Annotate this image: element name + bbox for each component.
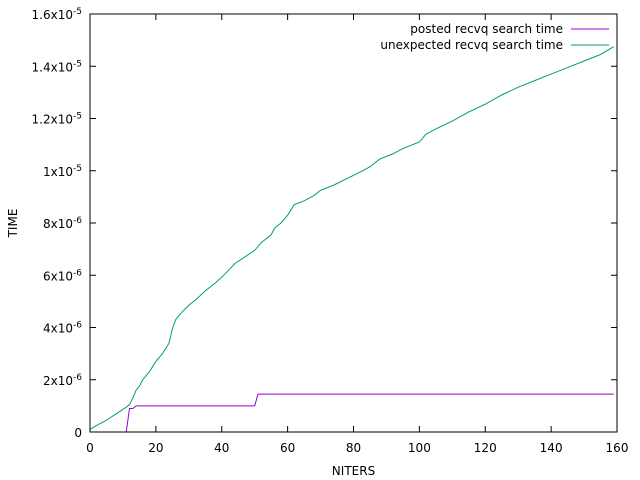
- y-tick-mantissa: 6x10: [43, 269, 73, 283]
- legend: posted recvq search time unexpected recvq…: [380, 22, 609, 52]
- legend-label: posted recvq search time: [410, 22, 563, 36]
- y-tick-label: 1.4x10-5: [32, 59, 82, 74]
- plot-frame: [89, 13, 618, 433]
- series-line-1: [90, 393, 614, 433]
- tick-marks: [89, 13, 618, 433]
- y-tick-label: 2x10-6: [43, 373, 82, 388]
- x-tick-label: 100: [408, 441, 431, 455]
- y-tick-mantissa: 0: [74, 426, 82, 440]
- x-tick-label: 160: [606, 441, 629, 455]
- y-tick-exponent: -6: [73, 268, 82, 278]
- y-tick-label: 4x10-6: [43, 321, 82, 336]
- y-tick-mantissa: 1.6x10: [32, 8, 73, 22]
- y-tick-mantissa: 8x10: [43, 217, 73, 231]
- x-tick-label: 120: [474, 441, 497, 455]
- y-tick-exponent: -5: [73, 7, 82, 17]
- x-tick-label: 40: [214, 441, 229, 455]
- y-tick-label: 6x10-6: [43, 268, 82, 283]
- x-tick-label: 0: [86, 441, 94, 455]
- legend-label: unexpected recvq search time: [380, 38, 563, 52]
- y-tick-exponent: -6: [73, 216, 82, 226]
- y-tick-exponent: -5: [73, 59, 82, 69]
- y-tick-exponent: -6: [73, 321, 82, 331]
- y-tick-label: 1.2x10-5: [32, 112, 82, 127]
- y-tick-label: 8x10-6: [43, 216, 82, 231]
- y-tick-exponent: -5: [73, 164, 82, 174]
- y-axis-tick-labels: 02x10-64x10-66x10-68x10-61x10-51.2x10-51…: [32, 7, 83, 440]
- x-tick-label: 140: [540, 441, 563, 455]
- y-axis-label: TIME: [6, 209, 20, 239]
- y-tick-label: 1x10-5: [43, 164, 82, 179]
- x-tick-label: 20: [148, 441, 163, 455]
- y-tick-label: 1.6x10-5: [32, 7, 82, 22]
- y-tick-label: 0: [74, 426, 82, 440]
- x-axis-tick-labels: 0 20 40 60 80 100 120 140 160: [86, 441, 628, 455]
- y-tick-exponent: -6: [73, 373, 82, 383]
- y-tick-mantissa: 2x10: [43, 374, 73, 388]
- y-tick-mantissa: 1.4x10: [32, 60, 73, 74]
- series-line-2: [89, 46, 614, 430]
- x-axis-label: NITERS: [332, 464, 375, 478]
- y-tick-mantissa: 1x10: [43, 165, 73, 179]
- y-tick-exponent: -5: [73, 112, 82, 122]
- y-tick-mantissa: 4x10: [43, 322, 73, 336]
- x-tick-label: 80: [346, 441, 361, 455]
- x-tick-label: 60: [280, 441, 295, 455]
- y-tick-mantissa: 1.2x10: [32, 113, 73, 127]
- series-lines: [89, 46, 614, 433]
